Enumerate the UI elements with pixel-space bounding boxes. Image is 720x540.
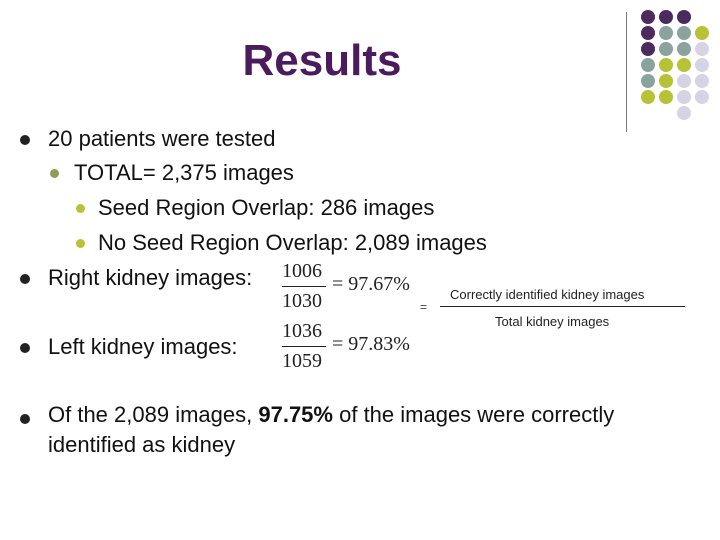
fraction-bar <box>282 286 326 287</box>
sub-bullet-dot <box>50 169 59 178</box>
bullet-left-kidney: Left kidney images: <box>48 334 238 359</box>
sub-sub-bullet-dot <box>76 239 85 248</box>
bullet-dot <box>20 274 30 284</box>
bullet-patients: 20 patients were tested <box>48 126 276 151</box>
left-kidney-fraction: 1036 1059 = 97.83% <box>282 318 422 378</box>
bullet-no-seed-overlap: No Seed Region Overlap: 2,089 images <box>98 230 487 255</box>
bullet-right-kidney: Right kidney images: <box>48 265 253 290</box>
ratio-denominator: Total kidney images <box>495 314 610 329</box>
vertical-divider <box>626 12 627 132</box>
fraction-result: = 97.83% <box>332 333 410 355</box>
fraction-numerator: 1036 <box>282 320 322 342</box>
bullet-summary-line2: identified as kidney <box>48 432 236 457</box>
dot-row-4 <box>641 58 709 72</box>
fraction-bar <box>282 346 326 347</box>
ratio-bar <box>440 306 685 307</box>
summary-text-pre: Of the 2,089 images, <box>48 402 253 427</box>
right-kidney-fraction: 1006 1030 = 97.67% <box>282 258 422 318</box>
fraction-result: = 97.67% <box>332 273 410 295</box>
fraction-numerator: 1006 <box>282 260 322 282</box>
dot-row-3 <box>641 42 709 56</box>
fraction-denominator: 1030 <box>282 290 322 312</box>
fraction-denominator: 1059 <box>282 350 322 372</box>
ratio-equals: = <box>420 300 428 314</box>
bullet-dot <box>20 135 30 145</box>
dot-row-6 <box>641 90 709 104</box>
bullet-dot <box>20 343 30 353</box>
dot-row-1 <box>641 10 691 24</box>
decorative-dot-grid <box>641 10 709 120</box>
dot-row-7 <box>677 106 691 120</box>
bullet-summary: Of the 2,089 images, 97.75% of the image… <box>48 402 614 428</box>
ratio-numerator: Correctly identified kidney images <box>450 287 645 302</box>
summary-text-post: of the images were correctly <box>339 402 615 427</box>
summary-percentage: 97.75% <box>258 402 333 427</box>
bullet-total: TOTAL= 2,375 images <box>74 160 294 185</box>
dot-row-2 <box>641 26 709 40</box>
bullet-seed-overlap: Seed Region Overlap: 286 images <box>98 195 435 220</box>
bullet-dot <box>20 414 30 424</box>
dot-row-5 <box>641 74 709 88</box>
slide-title: Results <box>242 36 402 85</box>
sub-sub-bullet-dot <box>76 204 85 213</box>
